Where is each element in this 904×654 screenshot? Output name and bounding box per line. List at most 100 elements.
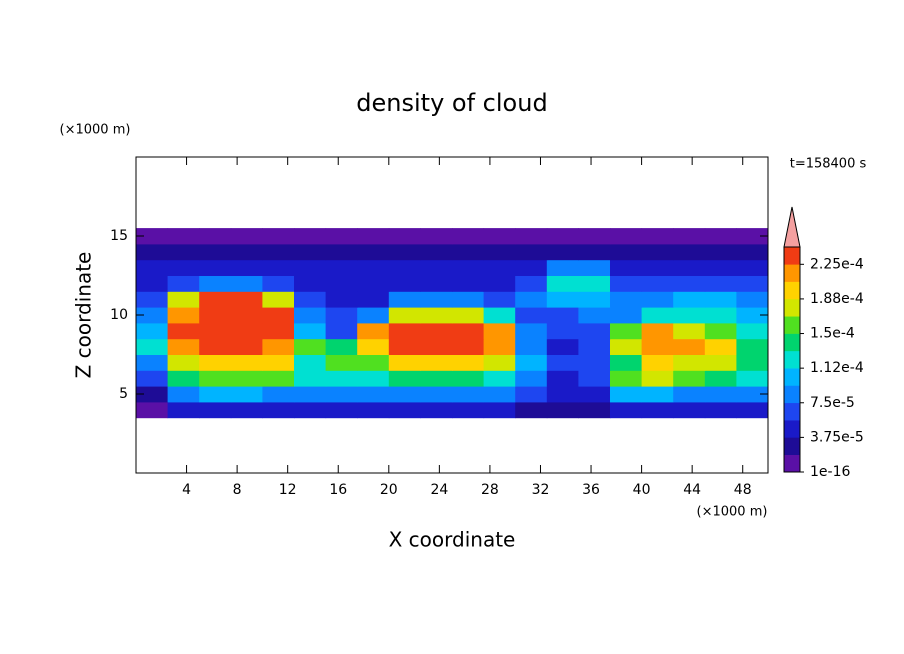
contour-cell	[546, 386, 579, 403]
contour-cell	[704, 386, 737, 403]
contour-cell	[294, 386, 327, 403]
contour-cell	[262, 338, 295, 355]
contour-cell	[230, 322, 263, 340]
colorbar-tick-label: 1.5e-4	[810, 326, 855, 342]
x-tick-label: 24	[430, 482, 448, 498]
contour-cell	[262, 386, 295, 403]
contour-cell	[641, 401, 674, 419]
contour-cell	[230, 228, 263, 245]
contour-cell	[673, 401, 706, 419]
colorbar-tick-label: 1e-16	[810, 464, 850, 480]
contour-cell	[357, 259, 390, 276]
contour-cell	[388, 275, 421, 292]
contour-cell	[388, 291, 421, 308]
colorbar-band	[784, 420, 800, 438]
contour-cell	[136, 275, 169, 292]
colorbar-band	[784, 454, 800, 473]
contour-cell	[673, 259, 706, 276]
contour-cell	[641, 354, 674, 371]
contour-cell	[673, 370, 706, 387]
contour-cell	[610, 386, 643, 403]
contour-cell	[294, 338, 327, 355]
contour-cell	[515, 228, 548, 245]
contour-cell	[294, 370, 327, 387]
contour-cell	[357, 275, 390, 292]
contour-cell	[199, 228, 232, 245]
x-axis-label: X coordinate	[389, 528, 516, 552]
contour-cell	[230, 370, 263, 387]
colorbar-tick-label: 7.5e-5	[810, 395, 855, 411]
contour-cell	[357, 322, 390, 340]
contour-cell	[136, 259, 169, 276]
contour-cell	[704, 354, 737, 371]
contour-cell	[704, 307, 737, 324]
colorbar-band	[784, 333, 800, 352]
contour-cell	[167, 228, 200, 245]
contour-cell	[546, 401, 579, 419]
contour-cell	[641, 338, 674, 355]
contour-cell	[199, 322, 232, 340]
x-tick-label: 40	[633, 482, 651, 498]
contour-cell	[704, 322, 737, 340]
contour-cell	[546, 275, 579, 292]
contour-cell	[704, 291, 737, 308]
contour-cell	[704, 401, 737, 419]
colorbar-band	[784, 437, 800, 455]
contour-cell	[483, 275, 516, 292]
contour-cell	[230, 386, 263, 403]
contour-cell	[736, 307, 769, 324]
contour-cell	[325, 354, 358, 371]
contour-cell	[136, 291, 169, 308]
contour-cell	[452, 275, 485, 292]
contour-cell	[610, 259, 643, 276]
contour-cell	[704, 370, 737, 387]
contour-cell	[357, 370, 390, 387]
contour-cell	[610, 338, 643, 355]
contour-cell	[641, 275, 674, 292]
contour-cell	[483, 291, 516, 308]
contour-cell	[673, 354, 706, 371]
contour-cell	[136, 401, 169, 419]
colorbar-band	[784, 247, 800, 265]
contour-cell	[736, 354, 769, 371]
contour-cell	[546, 338, 579, 355]
contour-cell	[420, 338, 453, 355]
contour-cell	[388, 370, 421, 387]
x-tick-label: 48	[734, 482, 752, 498]
colorbar-tick-label: 1.88e-4	[810, 291, 864, 307]
contour-cell	[578, 259, 611, 276]
contour-cell	[610, 401, 643, 419]
contour-cell	[294, 354, 327, 371]
contour-cell	[294, 259, 327, 276]
contour-cell	[483, 401, 516, 419]
contour-cell	[167, 338, 200, 355]
contour-cell	[294, 228, 327, 245]
contour-cell	[230, 354, 263, 371]
contour-cell	[199, 275, 232, 292]
contour-cell	[136, 322, 169, 340]
contour-cell	[704, 275, 737, 292]
contour-cell	[515, 275, 548, 292]
contour-cell	[736, 243, 769, 261]
contour-cell	[262, 243, 295, 261]
x-tick-label: 16	[329, 482, 347, 498]
contour-cell	[199, 354, 232, 371]
contour-cell	[673, 386, 706, 403]
contour-cell	[294, 275, 327, 292]
x-tick-label: 36	[582, 482, 600, 498]
contour-cell	[388, 354, 421, 371]
contour-cell	[357, 243, 390, 261]
colorbar-band	[784, 264, 800, 282]
contour-cell	[452, 370, 485, 387]
contour-cell	[515, 338, 548, 355]
contour-cell	[262, 307, 295, 324]
contour-cell	[704, 259, 737, 276]
contour-cell	[483, 228, 516, 245]
contour-cell	[136, 354, 169, 371]
contour-cell	[452, 354, 485, 371]
chart-title: density of cloud	[356, 89, 547, 117]
contour-cell	[546, 228, 579, 245]
contour-cell	[262, 228, 295, 245]
contour-cell	[736, 338, 769, 355]
contour-cell	[483, 354, 516, 371]
